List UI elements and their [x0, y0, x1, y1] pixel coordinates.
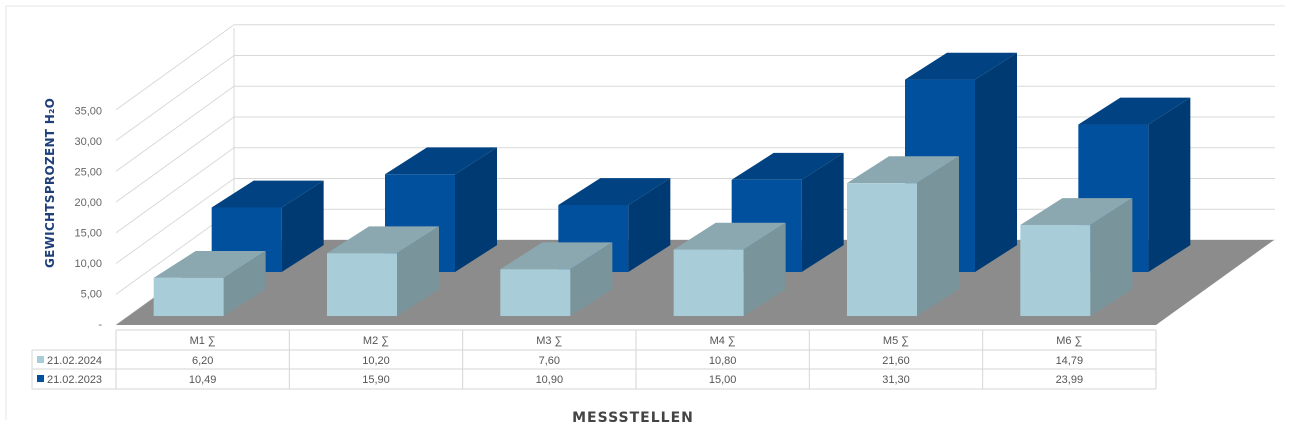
x-axis-label: MESSSTELLEN	[572, 410, 694, 426]
bar-side	[628, 178, 671, 272]
bar-side	[223, 250, 266, 316]
category-label: M6 ∑	[1056, 335, 1082, 347]
bar-top	[385, 147, 497, 175]
data-table: M1 ∑ M2 ∑ M3 ∑ M4 ∑ M5 ∑ M6 ∑ 21.02.2024 6,20 10…	[31, 329, 1157, 390]
bar-top	[847, 156, 959, 184]
bar-top	[1020, 198, 1133, 226]
gridline-depth	[115, 147, 235, 234]
bar-2024-6	[1020, 198, 1133, 316]
y-axis-ticks: - 5,00 10,00 15,00 20,00 25,00 30,00 35,00	[74, 106, 102, 332]
bar-front	[153, 277, 224, 316]
data-value: 14,79	[1056, 355, 1084, 367]
bar-side	[975, 52, 1017, 273]
series-name: 21.02.2024	[47, 355, 102, 367]
data-value: 23,99	[1056, 374, 1084, 386]
category-label: M5 ∑	[883, 335, 909, 347]
bar-side	[917, 156, 959, 316]
category-label: M2 ∑	[363, 335, 389, 347]
series-2024-bars	[153, 156, 1133, 316]
data-value: 15,90	[362, 374, 390, 386]
y-tick-label: 5,00	[81, 289, 102, 301]
category-label: M4 ∑	[710, 335, 736, 347]
bar-front	[847, 183, 917, 316]
bar-side	[397, 226, 439, 316]
bar-top	[500, 242, 613, 270]
bar-side	[455, 147, 497, 272]
gridline-depth	[115, 116, 235, 203]
y-tick-label: 20,00	[74, 197, 102, 209]
bar-side	[801, 152, 844, 272]
data-value: 10,80	[709, 355, 737, 367]
category-label: M3 ∑	[536, 335, 562, 347]
y-tick-label: 15,00	[74, 228, 102, 240]
bar-side	[1148, 97, 1191, 272]
y-tick-label: -	[98, 319, 102, 331]
y-tick-label: 25,00	[74, 167, 102, 179]
gridline-depth	[115, 55, 235, 141]
y-axis-label: GEWICHTSPROZENT H₂O	[43, 98, 57, 268]
gridline-depth	[115, 178, 235, 264]
bar-top	[673, 222, 786, 250]
gridline-depth	[115, 85, 235, 172]
data-value: 6,20	[192, 355, 213, 367]
bar-front	[327, 253, 397, 316]
y-tick-label: 10,00	[74, 258, 102, 270]
data-value: 10,49	[189, 374, 217, 386]
bar-side	[281, 180, 324, 272]
bar-side	[1090, 198, 1133, 316]
data-value: 31,30	[882, 374, 910, 386]
bar-front	[673, 249, 744, 316]
bar-2024-2	[327, 226, 439, 316]
bar-top	[905, 52, 1017, 80]
data-value: 10,20	[362, 355, 390, 367]
y-tick-label: 35,00	[74, 106, 102, 118]
bar-top	[731, 152, 844, 180]
bar-side	[570, 242, 613, 316]
data-value: 15,00	[709, 374, 737, 386]
bar-2024-1	[153, 250, 266, 316]
data-value: 10,90	[536, 374, 564, 386]
legend-key	[37, 375, 44, 382]
bar-side	[743, 222, 786, 316]
bar-top	[211, 180, 324, 208]
data-value: 21,60	[882, 355, 910, 367]
bar-top	[1078, 97, 1191, 125]
y-tick-label: 30,00	[74, 136, 102, 148]
bar-front	[500, 269, 571, 316]
bar-front	[1020, 225, 1091, 316]
bar-top	[327, 226, 439, 254]
bar-2024-3	[500, 242, 613, 316]
gridline-depth	[115, 24, 235, 111]
legend-key	[37, 356, 44, 363]
bar-2024-5	[847, 156, 959, 316]
bar-top	[558, 178, 671, 205]
category-label: M1 ∑	[190, 335, 216, 347]
series-name: 21.02.2023	[47, 374, 102, 386]
data-value: 7,60	[539, 355, 560, 367]
bar-top	[153, 250, 266, 278]
bar-2023-2	[385, 147, 497, 272]
bar-2024-4	[673, 222, 786, 316]
